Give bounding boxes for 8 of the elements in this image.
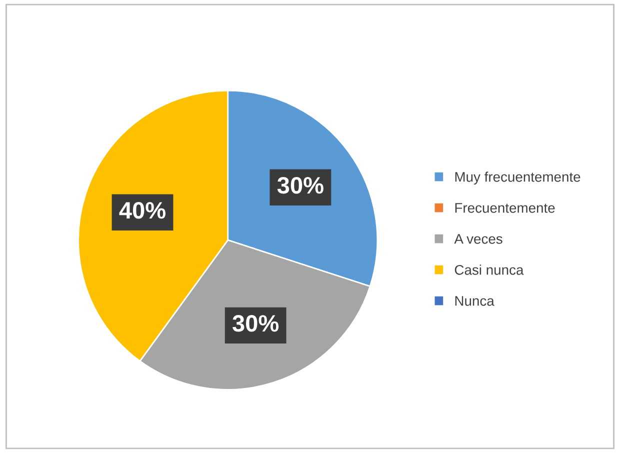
legend-label: Frecuentemente	[455, 203, 555, 213]
data-label: 40%	[119, 202, 166, 219]
data-label: 30%	[277, 176, 324, 194]
legend-label: Casi nunca	[454, 264, 524, 275]
legend-label: Nunca	[455, 296, 494, 306]
legend-label: A veces	[454, 234, 502, 244]
data-label: 30%	[232, 315, 279, 332]
legend-label: Muy frecuentemente	[455, 172, 580, 185]
